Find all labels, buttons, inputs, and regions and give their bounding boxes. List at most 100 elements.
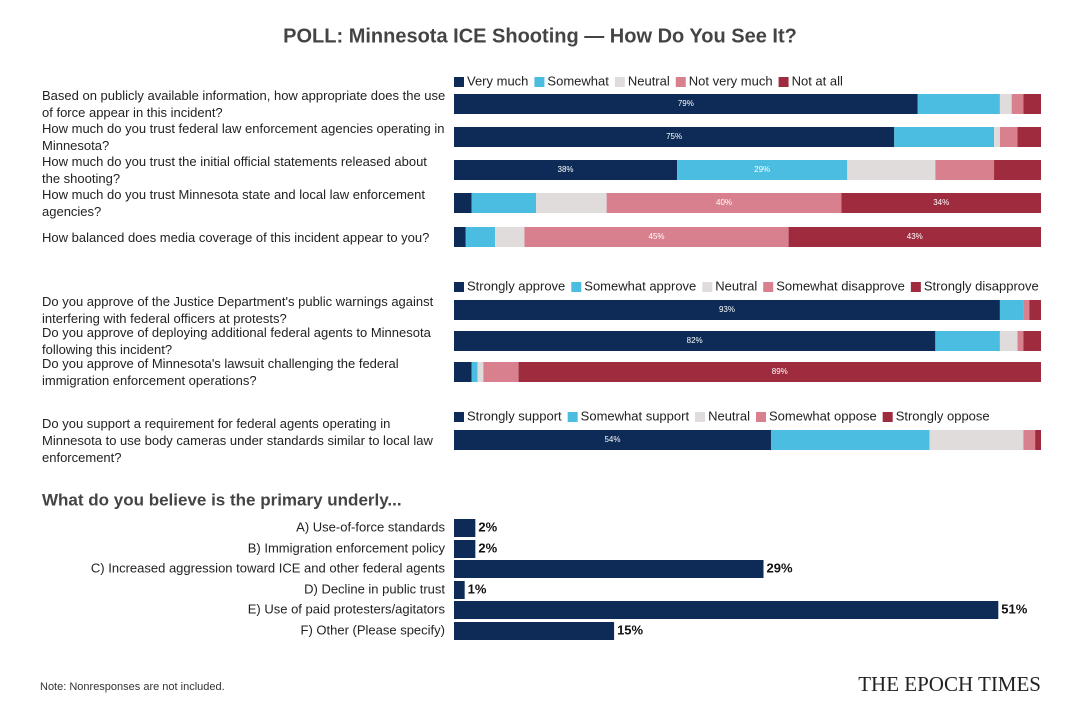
value-label: 43% [907,232,923,241]
bar-segment [847,160,936,180]
legend-swatch [756,412,766,422]
bar-segment [929,430,1024,450]
question: Do you support a requirement for federal… [42,415,433,465]
question: Do you approve of deploying additional f… [42,325,431,357]
bar-segment [524,227,789,247]
value-label: 54% [604,435,620,444]
bar-segment [483,362,519,382]
legend-swatch [763,282,774,292]
value-label: 93% [719,305,735,314]
bar-segment [770,430,930,450]
bar-segment [477,362,484,382]
bar-segment [999,94,1012,114]
legend-label: Neutral [708,408,750,423]
legend-label: Not at all [792,73,843,88]
legend-swatch [910,282,921,292]
bar-segment [677,160,848,180]
page-title: POLL: Minnesota ICE Shooting — How Do Yo… [283,25,797,47]
legend-swatch [454,77,464,87]
value-label: 45% [649,232,665,241]
bar-segment [1023,331,1041,351]
bar-segment [471,193,537,213]
bar-segment [1023,300,1030,320]
legend-swatch [695,412,706,422]
legend-label: Somewhat approve [584,278,696,293]
bar [454,581,465,599]
category-label: F) Other (Please specify) [301,622,446,637]
value-label: 38% [558,165,574,174]
bar [454,519,476,537]
question: Do you approve of the Justice Department… [42,294,434,326]
value-label: 15% [617,622,643,637]
legend-label: Strongly disapprove [924,278,1039,293]
question: How much do you trust the initial offici… [42,154,427,186]
bar-segment [454,430,771,450]
legend-swatch [534,77,545,87]
question: How balanced does media coverage of this… [42,229,430,245]
value-label: 51% [1001,601,1027,616]
legend-label: Strongly support [467,408,562,423]
chart-title: What do you believe is the primary under… [42,490,402,509]
question: How much do you trust federal law enforc… [42,121,445,153]
category-label: D) Decline in public trust [304,581,445,596]
question: How much do you trust Minnesota state an… [42,187,425,219]
value-label: 89% [772,367,788,376]
legend-label: Neutral [715,278,757,293]
bar [454,560,764,578]
legend-swatch [675,77,686,87]
bar-segment [1017,127,1041,147]
bar-segment [471,362,478,382]
legend-label: Neutral [628,73,670,88]
legend-swatch [571,282,582,292]
bar-segment [454,227,466,247]
bar-segment [935,160,995,180]
bar-segment [1035,430,1041,450]
bar-segment [454,94,918,114]
bar-segment [454,193,472,213]
bar-segment [1029,300,1041,320]
legend-swatch [614,77,625,87]
value-label: 2% [478,540,497,555]
question: Do you approve of Minnesota's lawsuit ch… [42,356,399,388]
legend-swatch [882,412,893,422]
category-label: B) Immigration enforcement policy [248,540,446,555]
legend-swatch [702,282,713,292]
legend-label: Somewhat oppose [769,408,877,423]
legend-label: Somewhat [547,73,609,88]
bar-segment [465,227,496,247]
value-label: 40% [716,198,732,207]
bar-segment [788,227,1041,247]
bar-segment [454,331,936,351]
legend-label: Very much [467,73,528,88]
category-label: E) Use of paid protesters/agitators [248,601,446,616]
bar [454,601,999,619]
bar-segment [454,362,472,382]
bar-segment [999,300,1024,320]
legend-swatch [778,77,789,87]
bar-segment [495,227,525,247]
bar-segment [994,160,1041,180]
bar [454,540,476,558]
bar-segment [1023,430,1036,450]
bar-segment [1011,94,1024,114]
bar-segment [454,300,1000,320]
bar-segment [518,362,1041,382]
value-label: 82% [687,336,703,345]
legend-label: Not very much [689,73,773,88]
bar-segment [606,193,842,213]
bar-segment [1023,94,1041,114]
value-label: 29% [767,560,793,575]
value-label: 2% [478,519,497,534]
bar-segment [917,94,1000,114]
legend-label: Strongly approve [467,278,565,293]
logo: THE EPOCH TIMES [858,672,1041,696]
bar [454,622,615,640]
legend-swatch [454,282,464,292]
bar-segment [454,160,678,180]
value-label: 29% [754,165,770,174]
value-label: 1% [468,581,487,596]
bar-segment [841,193,1041,213]
value-label: 75% [666,132,682,141]
